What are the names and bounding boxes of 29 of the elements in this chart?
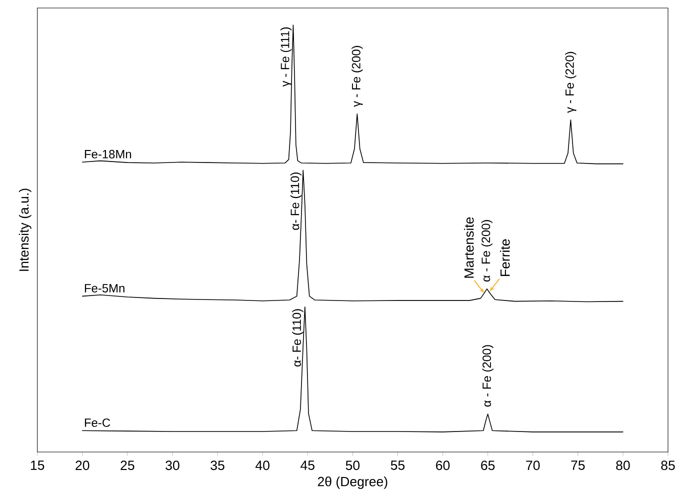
annotation: Ferrite (500, 239, 510, 276)
x-tick-label: 60 (436, 460, 450, 470)
x-tick-label: 50 (346, 460, 360, 470)
x-tick-label: 30 (166, 460, 180, 470)
series-label: Fe-18Mn (84, 150, 132, 158)
annotation: α- Fe (110) (290, 172, 302, 230)
annotation: Martensite (464, 217, 474, 278)
x-tick-label: 40 (255, 460, 270, 470)
annotation: γ - Fe (200) (352, 46, 363, 107)
annotation: γ - Fe (111) (280, 27, 292, 87)
x-tick-label: 15 (30, 460, 44, 470)
x-tick-label: 20 (76, 460, 90, 470)
x-tick-label: 85 (661, 460, 675, 470)
series-label: Fe-C (84, 418, 110, 427)
x-tick-label: 35 (210, 460, 224, 470)
annotation: α- Fe (110) (292, 309, 304, 366)
x-axis-title: 2θ (Degree) (318, 476, 388, 489)
x-tick-label: 55 (390, 460, 405, 470)
annotation: α - Fe (200) (482, 345, 494, 407)
annotation: α - Fe (200) (481, 220, 492, 282)
series-label: Fe-5Mn (84, 284, 124, 292)
x-tick-label: 75 (571, 460, 585, 470)
x-tick-label: 80 (616, 460, 630, 470)
x-tick-label: 65 (481, 460, 495, 470)
x-tick-label: 70 (526, 460, 540, 470)
y-axis-title: Intensity (a.u.) (18, 188, 32, 271)
x-tick-label: 25 (120, 460, 134, 470)
x-tick-label: 45 (300, 460, 314, 470)
annotation: γ - Fe (220) (565, 52, 576, 113)
